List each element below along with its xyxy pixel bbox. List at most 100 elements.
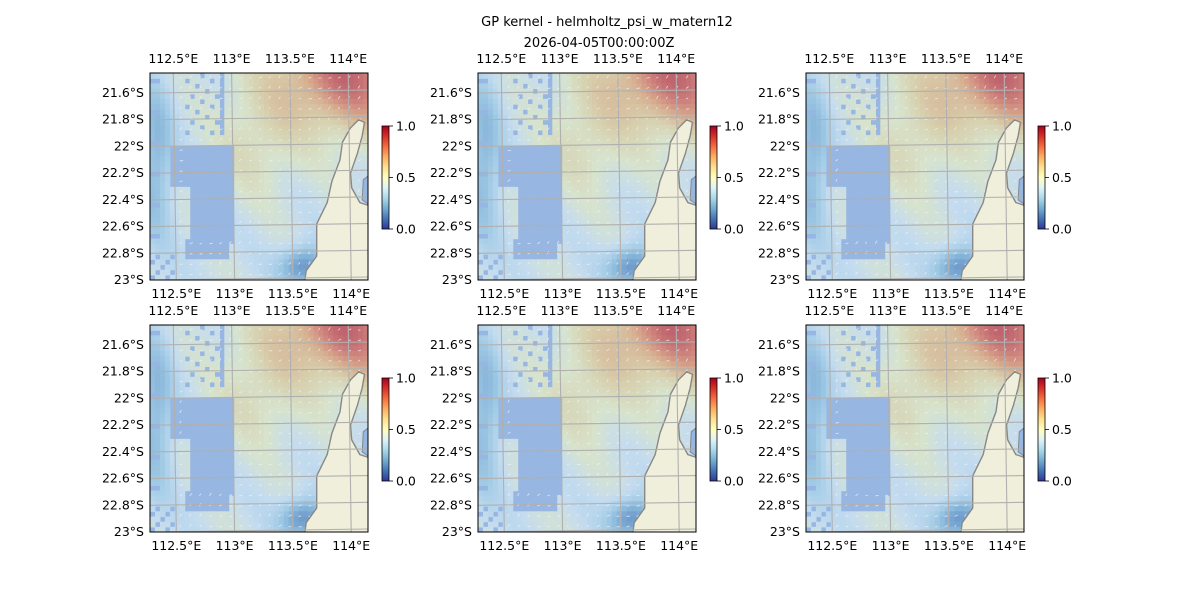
heatmap-cell bbox=[517, 264, 524, 271]
heatmap-cell bbox=[308, 228, 315, 235]
heatmap-cell bbox=[150, 155, 156, 162]
heatmap-cell bbox=[954, 186, 961, 193]
heatmap-cell bbox=[601, 73, 608, 79]
heatmap-cell bbox=[934, 212, 941, 219]
heatmap-cell bbox=[885, 243, 891, 250]
heatmap-cell bbox=[497, 119, 504, 126]
heatmap-cell bbox=[259, 264, 265, 271]
heatmap-cell bbox=[293, 145, 300, 152]
heatmap-cell bbox=[303, 93, 310, 100]
heatmap-cell bbox=[527, 274, 534, 280]
heatmap-cell bbox=[179, 88, 186, 95]
heatmap-cell bbox=[870, 114, 876, 121]
y-tick-label: 21.8°S bbox=[430, 112, 472, 127]
quiver-arrow bbox=[278, 149, 282, 152]
heatmap-cell bbox=[919, 254, 926, 260]
heatmap-cell bbox=[522, 88, 529, 95]
heatmap-cell bbox=[234, 181, 240, 188]
heatmap-cell bbox=[328, 83, 334, 90]
heatmap-cell bbox=[184, 217, 191, 224]
heatmap-cell bbox=[606, 186, 613, 193]
heatmap-cell bbox=[313, 217, 320, 224]
heatmap-cell bbox=[915, 217, 921, 224]
heatmap-cell bbox=[606, 202, 613, 209]
heatmap-cell bbox=[214, 73, 220, 79]
heatmap-cell bbox=[820, 186, 827, 193]
heatmap-cell bbox=[910, 145, 916, 152]
heatmap-cell bbox=[929, 223, 936, 229]
heatmap-cell bbox=[845, 104, 852, 110]
heatmap-cell bbox=[969, 217, 976, 224]
heatmap-cell bbox=[348, 98, 354, 105]
heatmap-cell bbox=[572, 166, 578, 172]
heatmap-cell bbox=[164, 254, 171, 260]
heatmap-cell bbox=[497, 104, 504, 110]
heatmap-cell bbox=[939, 233, 946, 240]
colorbar-gradient bbox=[709, 125, 718, 230]
heatmap-cell bbox=[164, 212, 171, 219]
heatmap-cell bbox=[487, 150, 494, 157]
heatmap-cell bbox=[915, 233, 921, 240]
heatmap-cell bbox=[363, 171, 368, 178]
heatmap-cell bbox=[224, 264, 230, 271]
heatmap-cell bbox=[661, 88, 667, 95]
heatmap-cell bbox=[646, 192, 652, 198]
heatmap-cell bbox=[273, 212, 280, 219]
heatmap-cell bbox=[303, 181, 310, 188]
heatmap-cell bbox=[323, 104, 329, 110]
heatmap-cell bbox=[487, 119, 494, 126]
heatmap-cell bbox=[651, 98, 657, 105]
heatmap-cell bbox=[293, 192, 300, 198]
heatmap-cell bbox=[487, 93, 494, 100]
heatmap-cell bbox=[641, 155, 648, 162]
heatmap-cell bbox=[895, 78, 901, 84]
heatmap-cell bbox=[338, 78, 344, 84]
heatmap-cell bbox=[323, 166, 329, 172]
heatmap-cell bbox=[577, 181, 583, 188]
quiver-arrow bbox=[665, 106, 669, 110]
heatmap-cell bbox=[150, 114, 156, 121]
heatmap-cell bbox=[924, 171, 931, 178]
heatmap-cell bbox=[204, 259, 211, 266]
heatmap-cell bbox=[318, 197, 324, 203]
heatmap-cell bbox=[815, 135, 822, 141]
heatmap-cell bbox=[591, 78, 598, 84]
heatmap-cell bbox=[532, 119, 539, 126]
heatmap-cell bbox=[929, 181, 936, 188]
heatmap-cell bbox=[288, 233, 295, 240]
quiver-arrow bbox=[298, 137, 302, 141]
heatmap-cell bbox=[150, 269, 156, 276]
quiver-arrow bbox=[656, 106, 658, 110]
heatmap-cell bbox=[895, 73, 901, 79]
heatmap-cell bbox=[174, 186, 181, 193]
heatmap-cell bbox=[298, 145, 305, 152]
heatmap-cell bbox=[865, 83, 871, 90]
heatmap-cell bbox=[552, 119, 558, 126]
heatmap-cell bbox=[910, 166, 916, 172]
heatmap-cell bbox=[268, 140, 275, 147]
heatmap-cell bbox=[582, 83, 588, 90]
heatmap-cell bbox=[308, 217, 315, 224]
heatmap-cell bbox=[845, 129, 852, 136]
heatmap-cell bbox=[363, 109, 368, 115]
quiver-arrow bbox=[218, 272, 222, 275]
heatmap-cell bbox=[915, 150, 921, 157]
quiver-arrow bbox=[298, 147, 301, 151]
heatmap-cell bbox=[293, 78, 300, 84]
heatmap-cell bbox=[631, 98, 638, 105]
heatmap-cell bbox=[686, 171, 692, 178]
heatmap-cell bbox=[806, 155, 812, 162]
quiver-arrow bbox=[656, 180, 660, 183]
heatmap-cell bbox=[840, 135, 847, 141]
heatmap-cell bbox=[840, 186, 847, 193]
heatmap-cell bbox=[591, 160, 598, 167]
heatmap-cell bbox=[249, 166, 255, 172]
heatmap-cell bbox=[259, 269, 265, 276]
quiver-arrow bbox=[219, 75, 222, 79]
gridline-lat bbox=[478, 196, 696, 201]
heatmap-cell bbox=[656, 176, 662, 183]
heatmap-cell bbox=[512, 88, 519, 95]
quiver-arrow bbox=[268, 85, 271, 89]
heatmap-cell bbox=[691, 166, 696, 172]
quiver-arrow bbox=[268, 76, 271, 79]
